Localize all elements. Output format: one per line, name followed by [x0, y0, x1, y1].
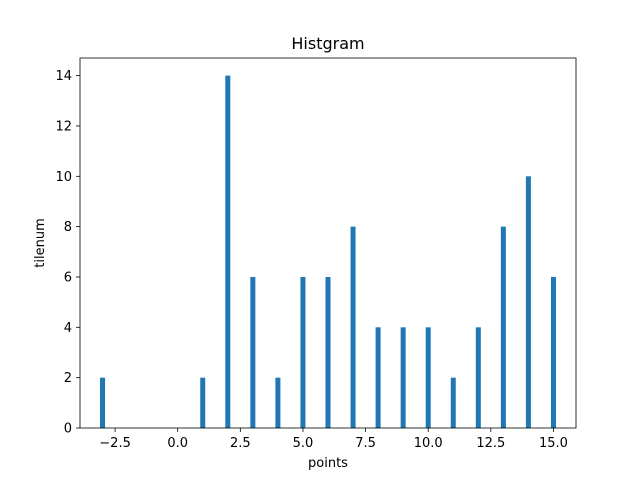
y-tick-label: 10	[55, 170, 72, 185]
bar-0-14	[525, 176, 531, 428]
y-tick-label: 2	[64, 371, 72, 386]
y-tick-label: 4	[64, 321, 72, 336]
x-tick-label: 0.0	[167, 436, 188, 451]
plot-frame	[79, 57, 577, 429]
y-ticks-layer: 0 2 4 6 8 10 12 14	[55, 69, 80, 437]
bar-0-6	[325, 276, 331, 428]
bar-0-8	[375, 327, 381, 428]
chart-title: Histgram	[291, 34, 364, 53]
bar-0-4	[275, 377, 281, 428]
y-tick-label: 8	[64, 220, 72, 235]
bar-0-0	[100, 377, 106, 428]
bar-0-5	[300, 276, 306, 428]
x-axis-label: points	[308, 456, 348, 471]
bar-0-3	[250, 276, 256, 428]
bar-0-10	[425, 327, 431, 428]
x-tick-label: 12.5	[476, 436, 505, 451]
y-tick-label: 14	[55, 69, 72, 84]
y-tick-label: 0	[64, 422, 72, 437]
x-tick-label: 7.5	[355, 436, 376, 451]
bar-0-2	[225, 75, 231, 429]
x-tick-label: 10.0	[414, 436, 443, 451]
bar-0-1	[200, 377, 206, 428]
x-tick-label: 15.0	[539, 436, 568, 451]
bar-0-15	[550, 276, 556, 428]
x-tick-label: 5.0	[293, 436, 314, 451]
bar-0-11	[450, 377, 456, 428]
x-ticks-layer: −2.5 0.0 2.5 5.0 7.5 10.0 12.5 15.0	[99, 428, 568, 451]
bar-0-12	[475, 327, 481, 428]
y-axis-label: tilenum	[33, 218, 48, 267]
bar-0-7	[350, 226, 356, 428]
y-tick-label: 6	[64, 270, 72, 285]
y-tick-label: 12	[55, 119, 72, 134]
x-tick-label: −2.5	[99, 436, 131, 451]
bars-layer	[100, 75, 556, 429]
bar-0-13	[500, 226, 506, 428]
x-tick-label: 2.5	[230, 436, 251, 451]
bar-0-9	[400, 327, 406, 428]
